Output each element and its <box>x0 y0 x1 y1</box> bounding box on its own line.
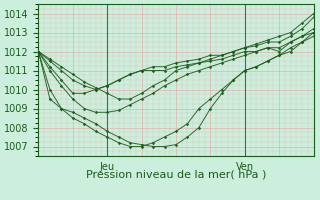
Text: Jeu: Jeu <box>100 162 115 172</box>
Text: Ven: Ven <box>236 162 254 172</box>
X-axis label: Pression niveau de la mer( hPa ): Pression niveau de la mer( hPa ) <box>86 170 266 180</box>
